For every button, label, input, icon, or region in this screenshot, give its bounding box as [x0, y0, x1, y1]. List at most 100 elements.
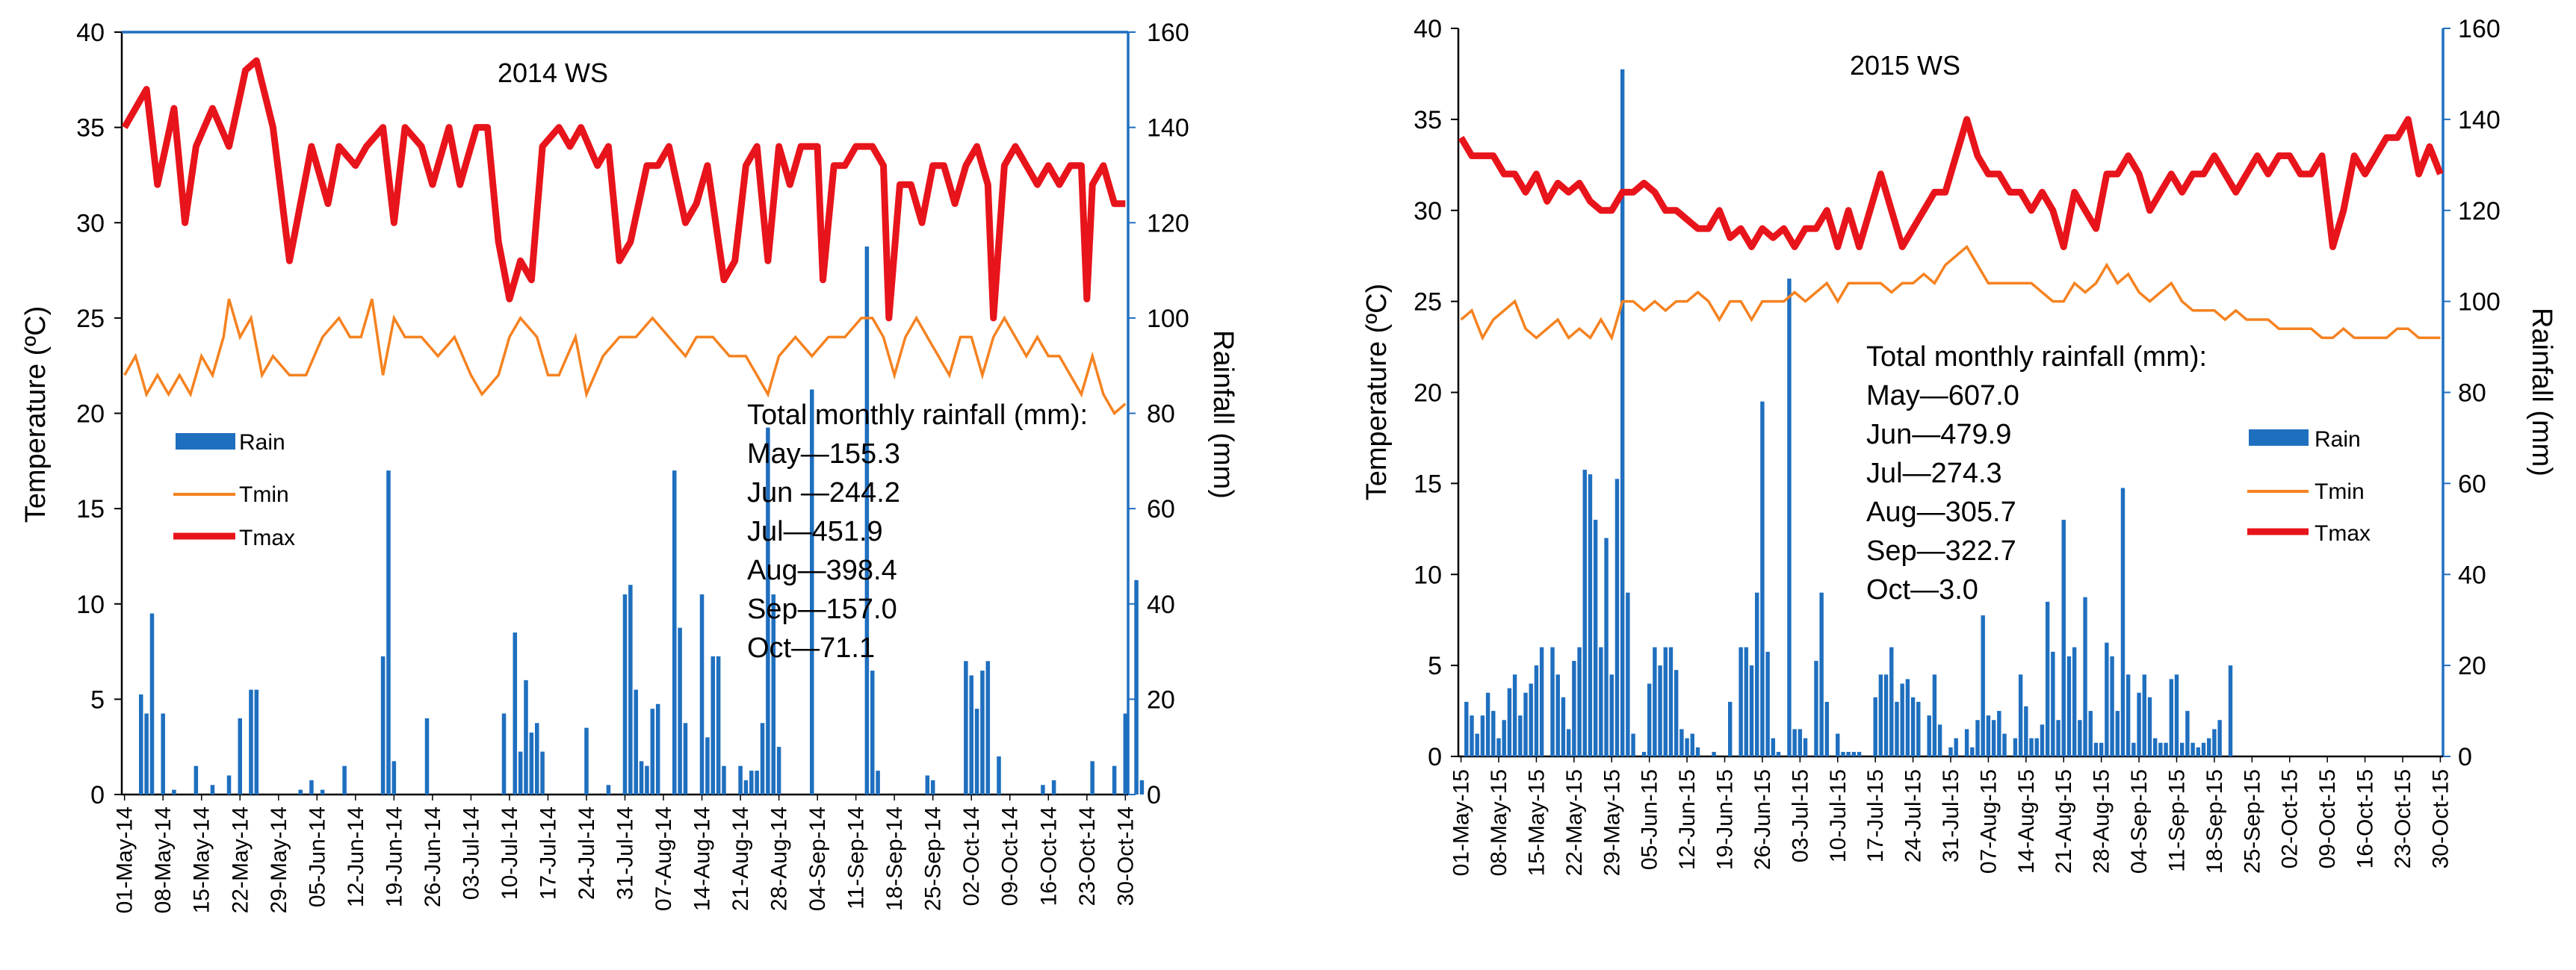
rain-bar [1986, 715, 1991, 756]
left-tick-label: 5 [90, 685, 105, 714]
rain-bar [529, 733, 534, 795]
date-label: 31-Jul-14 [613, 806, 638, 900]
right-tick-label: 80 [2458, 379, 2486, 408]
rain-bar [755, 771, 759, 795]
date-label: 11-Sep-15 [2164, 769, 2189, 872]
rain-bar [1873, 697, 1877, 756]
rain-bar [639, 761, 644, 795]
rain-bar [1776, 751, 1781, 756]
date-label: 30-Oct-15 [2428, 769, 2453, 868]
legend-2015: Rain Tmin Tmax [2247, 427, 2371, 546]
left-tick-label: 25 [1414, 288, 1442, 317]
rain-bar [980, 671, 985, 795]
legend-rain-swatch-2014 [176, 433, 235, 450]
rain-bar [2056, 720, 2061, 756]
rain-bar [2083, 597, 2087, 756]
rain-bar [534, 723, 539, 795]
right-tick-label: 60 [1147, 495, 1175, 523]
date-label: 19-Jun-14 [382, 806, 406, 907]
rain-bar [2078, 720, 2082, 756]
rain-bar [2190, 742, 2195, 756]
rain-bar [969, 675, 973, 795]
rain-bar [2147, 697, 2152, 756]
rain-axis-title-2015: Rainfall (mm) [2526, 308, 2557, 476]
left-tick-label: 35 [76, 114, 105, 143]
annotation-line: Oct—71.1 [747, 632, 875, 664]
date-label: 14-Aug-14 [690, 806, 715, 911]
date-label: 21-Aug-15 [2052, 769, 2076, 874]
annotation-line: Aug—398.4 [747, 555, 897, 586]
rain-bar [705, 737, 710, 795]
rain-bar [226, 775, 232, 795]
tmin-line-2015 [1460, 244, 2441, 341]
rain-bar [2002, 733, 2007, 756]
date-label: 29-May-14 [267, 806, 291, 913]
rain-bar [2029, 738, 2034, 756]
date-label: 25-Sep-14 [921, 806, 946, 911]
rain-bar [1090, 761, 1095, 795]
rain-bar [1787, 279, 1792, 756]
right-tick-label: 20 [2458, 652, 2486, 680]
rain-bar [683, 723, 688, 795]
rain-bar [1744, 647, 1749, 756]
rain-bar [2093, 742, 2099, 756]
rain-bar [738, 765, 743, 795]
rain-bar [1555, 674, 1560, 756]
annotation-line: Jun —244.2 [747, 477, 900, 509]
rain-bar [1523, 692, 1528, 756]
annotation-line: Oct—3.0 [1866, 574, 1978, 606]
left-tick-label: 35 [1414, 106, 1442, 134]
rain-bar [1518, 715, 1523, 756]
rain-bar [1975, 720, 1980, 756]
date-label: 16-Oct-14 [1036, 806, 1061, 906]
rain-bar [501, 713, 507, 795]
rain-bar [1964, 729, 1969, 756]
rain-bar [678, 627, 682, 795]
rain-bar [2125, 674, 2131, 756]
annotation-line: Sep—157.0 [747, 594, 897, 625]
rain-bar [2174, 674, 2179, 756]
date-label: 19-Jun-15 [1713, 769, 1738, 870]
date-label: 28-Aug-14 [767, 806, 792, 911]
date-label: 16-Oct-15 [2353, 769, 2378, 868]
rain-bar [172, 789, 176, 795]
rain-bar [810, 389, 814, 795]
rain-bar [1755, 592, 1759, 756]
rain-bar [1937, 724, 1942, 756]
rain-bar [1139, 780, 1145, 795]
rain-bar [1041, 785, 1045, 795]
rain-bar [1647, 683, 1652, 756]
right-tick-labels-2015: 0 20 40 60 80 100 120 140 160 [2443, 15, 2501, 771]
date-label: 03-Jul-15 [1788, 769, 1812, 862]
annotation-line: Jun—479.9 [1866, 419, 2011, 450]
rain-bar [1954, 738, 1958, 756]
rain-bar [1663, 647, 1668, 756]
legend-tmax-label-2014: Tmax [239, 526, 295, 550]
rainfall-annotation-2014: Total monthly rainfall (mm): May—155.3 J… [747, 399, 1088, 664]
rain-bar [1927, 715, 1931, 756]
legend-rain-label-2015: Rain [2315, 427, 2361, 452]
rain-bar [193, 765, 199, 795]
date-label: 24-Jul-15 [1901, 769, 1926, 862]
date-labels-2014: 01-May-14 08-May-14 15-May-14 22-May-14 29-M… [113, 795, 1138, 913]
rain-bar [1620, 69, 1625, 756]
right-tick-label: 120 [1147, 209, 1189, 237]
rain-bar [2018, 674, 2023, 756]
rain-bar [606, 785, 611, 795]
date-label: 23-Oct-15 [2391, 769, 2415, 868]
rain-bar [518, 751, 523, 795]
legend-tmin-label-2014: Tmin [239, 482, 289, 507]
rain-bar [1631, 733, 1635, 756]
rain-bar [2201, 742, 2206, 756]
date-label: 02-Oct-14 [959, 806, 984, 906]
date-label: 03-Jul-14 [459, 806, 483, 900]
rain-bar [2115, 711, 2120, 756]
rain-bar [1626, 592, 1630, 756]
rain-bar [149, 613, 155, 795]
date-label: 24-Jul-14 [575, 806, 599, 900]
right-tick-label: 100 [1147, 305, 1189, 333]
rain-bar [760, 723, 765, 795]
rain-bar [1760, 401, 1765, 756]
title-2014: 2014 WS [498, 57, 608, 88]
right-tick-label: 100 [2458, 288, 2501, 317]
